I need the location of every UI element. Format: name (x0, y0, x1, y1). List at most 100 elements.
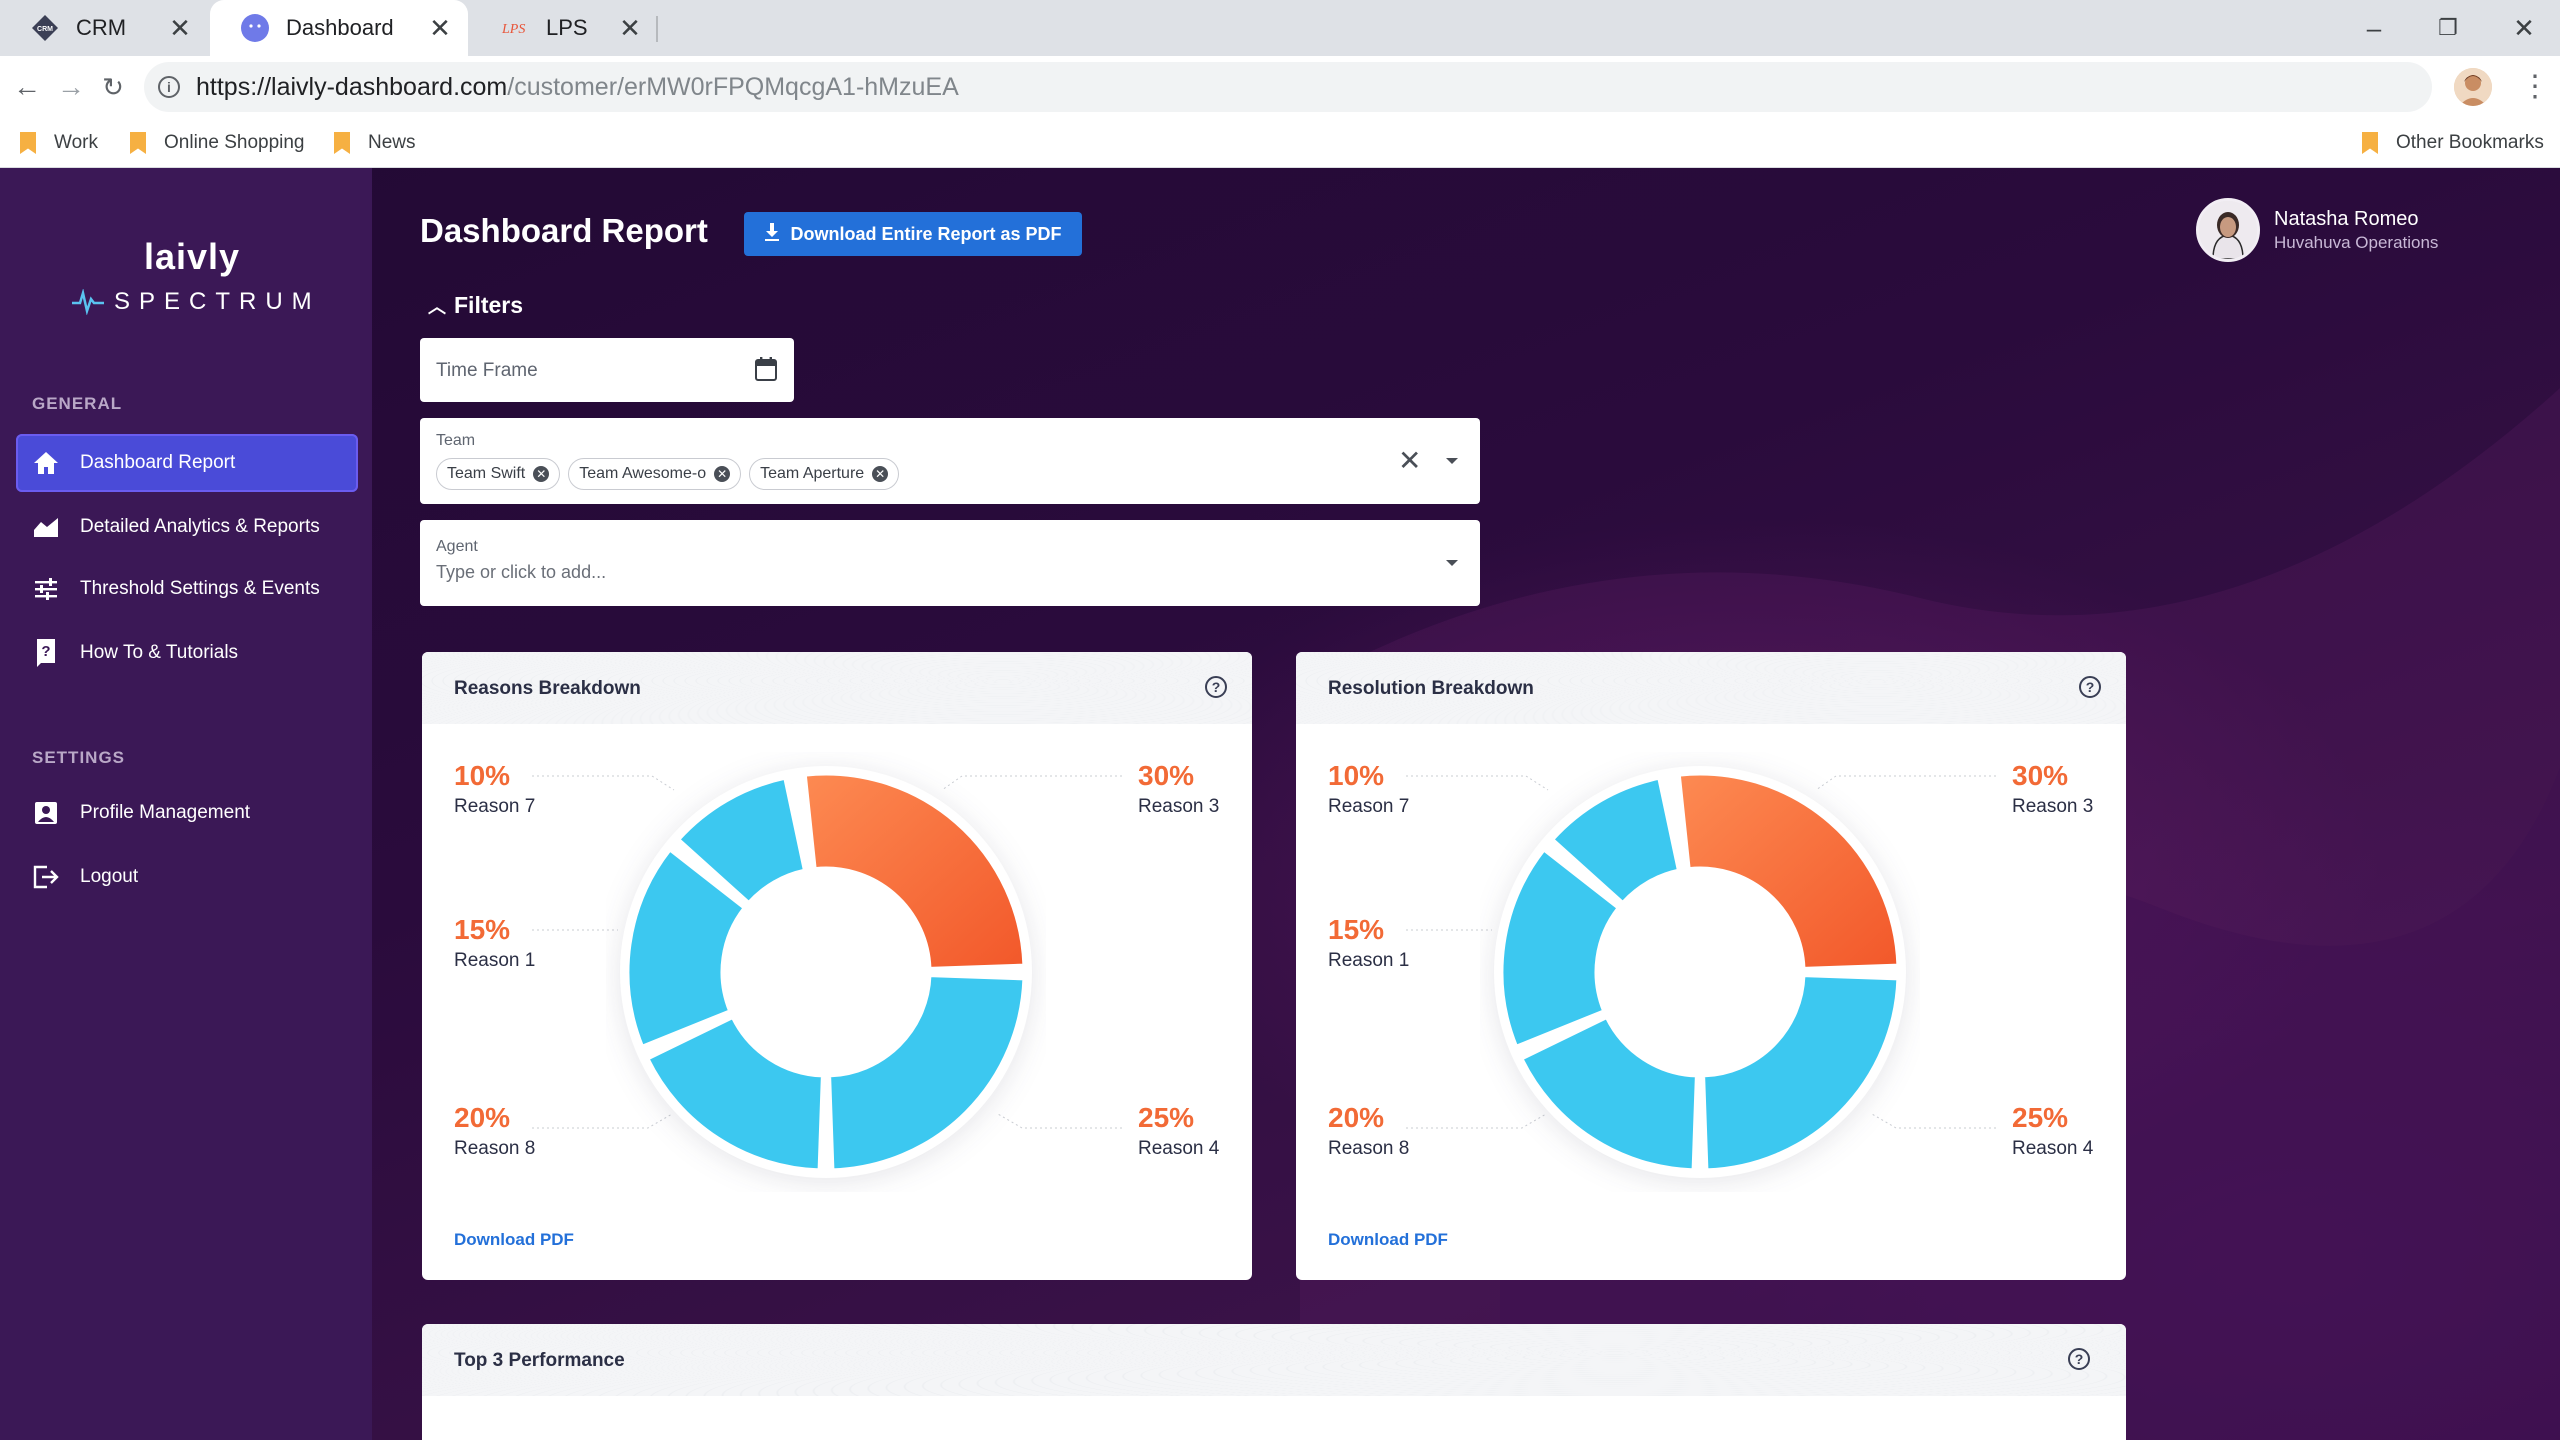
chip-remove-icon[interactable]: ✕ (714, 466, 731, 482)
app-root: laivly SPECTRUM GENERAL Dashboard Report… (0, 168, 2560, 1440)
tab-lps[interactable]: LPS LPS ✕ (470, 0, 658, 56)
sidebar-item-logout[interactable]: Logout (16, 848, 358, 906)
back-icon[interactable]: ← (13, 71, 41, 102)
help-book-icon: ? (32, 639, 60, 667)
agent-label: Agent (436, 538, 478, 555)
leader-lines (1406, 775, 1996, 1129)
browser-toolbar: ← → ↻ i https://laivly-dashboard.com/cus… (0, 56, 2560, 118)
download-pdf-link[interactable]: Download PDF (1328, 1230, 1448, 1249)
tab-crm[interactable]: CRM CRM ✕ (0, 0, 208, 56)
tab-close-icon[interactable]: ✕ (169, 13, 191, 43)
reason-percent: 30% (1138, 760, 1195, 791)
donut-segment (828, 974, 1026, 1172)
section-settings: SETTINGS (32, 748, 126, 767)
bookmark-work[interactable]: Work (20, 128, 98, 158)
leader-lines (532, 775, 1122, 1129)
resolution-donut-chart (1494, 766, 1906, 1178)
site-info-icon[interactable]: i (158, 76, 180, 98)
bookmark-online-shopping[interactable]: Online Shopping (130, 128, 305, 158)
tab-close-icon[interactable]: ✕ (619, 13, 641, 43)
sliders-icon (32, 575, 60, 603)
help-icon[interactable]: ? (1205, 676, 1227, 698)
sidebar-item-label: Profile Management (80, 802, 251, 823)
sidebar-item-profile-management[interactable]: Profile Management (16, 784, 358, 842)
donut-segment (803, 772, 1026, 970)
chip-remove-icon[interactable]: ✕ (872, 466, 889, 482)
forward-icon[interactable]: → (57, 71, 85, 102)
reason-label: Reason 8 (454, 1138, 536, 1159)
sidebar-item-threshold-settings[interactable]: Threshold Settings & Events (16, 560, 358, 618)
filters-title: Filters (454, 292, 524, 318)
calendar-icon[interactable] (754, 356, 778, 382)
download-pdf-link[interactable]: Download PDF (454, 1230, 574, 1249)
sidebar-item-dashboard-report[interactable]: Dashboard Report (16, 434, 358, 492)
filters-toggle[interactable]: ︿ Filters (428, 292, 523, 319)
bookmark-icon (130, 132, 146, 154)
chip-remove-icon[interactable]: ✕ (533, 466, 550, 482)
reason-label: Reason 4 (2012, 1138, 2094, 1159)
restore-icon[interactable]: ❐ (2438, 15, 2458, 40)
reason-percent: 30% (2012, 760, 2069, 791)
reason-percent: 25% (1138, 1102, 1195, 1133)
bookmark-label: News (368, 132, 416, 153)
help-icon[interactable]: ? (2068, 1348, 2090, 1370)
lps-favicon-icon: LPS (500, 13, 530, 43)
reason-percent: 20% (454, 1102, 511, 1133)
reason-percent: 15% (454, 914, 511, 945)
clear-icon[interactable]: ✕ (1398, 445, 1422, 476)
browser-menu-icon[interactable]: ⋮ (2520, 70, 2550, 103)
reason-percent: 10% (454, 760, 511, 791)
tab-label: LPS (546, 15, 588, 40)
bookmark-label: Work (54, 132, 98, 153)
card-header (422, 1324, 2126, 1396)
time-frame-input[interactable]: Time Frame (420, 338, 794, 402)
logout-icon (32, 863, 60, 891)
chart-area-icon (32, 513, 60, 541)
card-header (422, 652, 1252, 724)
tab-dashboard[interactable]: Dashboard ✕ (210, 0, 468, 56)
chevron-down-icon[interactable] (1446, 560, 1458, 566)
close-window-icon[interactable]: ✕ (2513, 13, 2535, 43)
agent-select[interactable]: Agent Type or click to add... (420, 520, 1480, 606)
chip-label: Team Swift (447, 465, 526, 482)
chevron-down-icon[interactable] (1446, 458, 1458, 464)
reasons-breakdown-card: Reasons Breakdown ? 10% Reason 7 15% Rea… (422, 652, 1252, 1280)
reasons-donut-chart (620, 766, 1032, 1178)
browser-tab-bar: CRM CRM ✕ Dashboard ✕ LPS LPS ✕ – ❐ ✕ (0, 0, 2560, 56)
tab-separator (656, 16, 658, 42)
sidebar-item-detailed-analytics[interactable]: Detailed Analytics & Reports (16, 498, 358, 556)
team-chip[interactable]: Team Swift ✕ (436, 458, 561, 490)
sidebar-item-label: Dashboard Report (80, 452, 236, 473)
bookmark-icon (2362, 132, 2378, 154)
address-bar[interactable]: i https://laivly-dashboard.com/customer/… (144, 62, 2432, 112)
donut-segment (1702, 974, 1900, 1172)
donut-segments (626, 772, 1026, 1172)
donut-segment (677, 776, 806, 904)
sidebar-item-label: How To & Tutorials (80, 642, 239, 663)
tab-close-icon[interactable]: ✕ (429, 13, 451, 43)
reason-label: Reason 7 (1328, 796, 1410, 817)
sidebar: laivly SPECTRUM GENERAL Dashboard Report… (0, 168, 372, 1440)
donut-segment (626, 848, 746, 1048)
reason-percent: 20% (1328, 1102, 1385, 1133)
chip-label: Team Awesome-o (579, 465, 707, 482)
sidebar-item-how-to[interactable]: ? How To & Tutorials (16, 624, 358, 682)
user-profile[interactable]: Natasha Romeo Huvahuva Operations (2196, 198, 2438, 262)
bookmark-icon (334, 132, 350, 154)
pulse-icon (72, 289, 104, 315)
reason-label: Reason 3 (1138, 796, 1220, 817)
team-chip[interactable]: Team Aperture ✕ (749, 458, 900, 490)
help-icon[interactable]: ? (2079, 676, 2101, 698)
minimize-icon[interactable]: – (2366, 13, 2382, 43)
download-report-button[interactable]: Download Entire Report as PDF (744, 212, 1082, 256)
reload-icon[interactable]: ↻ (102, 72, 124, 102)
team-select[interactable]: Team Team Swift ✕ Team Awesome-o ✕ Team Ap… (420, 418, 1480, 504)
bookmark-news[interactable]: News (334, 128, 416, 158)
agent-placeholder: Type or click to add... (436, 562, 607, 582)
team-chip[interactable]: Team Awesome-o ✕ (568, 458, 742, 490)
profile-avatar-icon[interactable] (2454, 68, 2492, 106)
reason-label: Reason 1 (454, 950, 536, 971)
team-label: Team (436, 432, 476, 449)
bookmark-label: Online Shopping (164, 132, 305, 153)
bookmark-other[interactable]: Other Bookmarks (2362, 128, 2544, 158)
